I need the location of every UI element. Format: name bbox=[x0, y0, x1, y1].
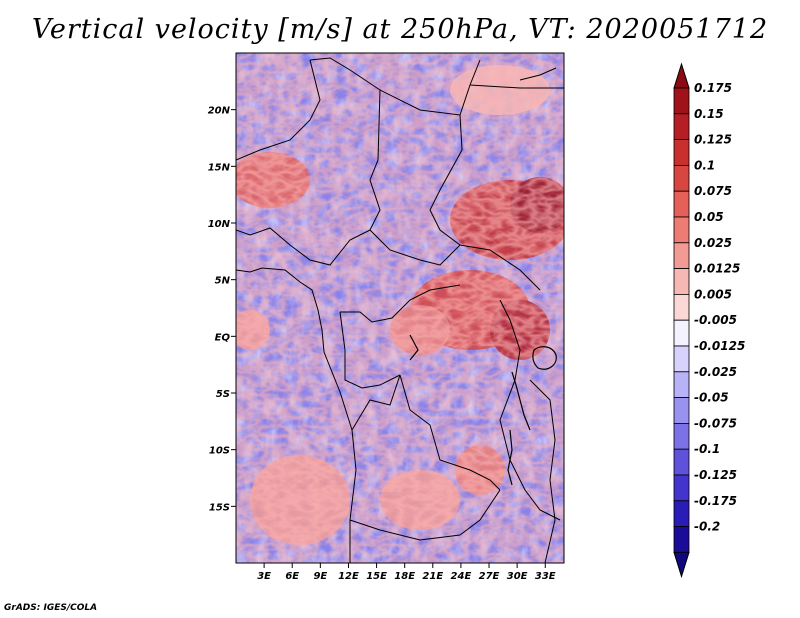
colorbar-label: -0.075 bbox=[694, 416, 737, 430]
colorbar-swatch bbox=[673, 190, 690, 218]
colorbar-label: 0.005 bbox=[694, 287, 732, 301]
colorbar-swatch bbox=[673, 139, 690, 166]
latitude-axis: 20N 15N 10N 5N EQ 5S 10S 15S bbox=[208, 106, 236, 513]
lat-tick-label: 15N bbox=[208, 162, 231, 173]
colorbar-swatch bbox=[673, 319, 690, 347]
colorbar-swatch bbox=[673, 113, 690, 141]
longitude-axis: 3E 6E 9E 12E 15E 18E 21E 24E 27E 30E 33E bbox=[257, 563, 556, 582]
colorbar-label: 0.05 bbox=[694, 210, 724, 224]
colorbar-label: 0.15 bbox=[694, 107, 724, 121]
map-frame bbox=[235, 52, 565, 564]
map-title: Vertical velocity [m/s] at 250hPa, VT: 2… bbox=[31, 14, 769, 45]
lat-tick-label: EQ bbox=[215, 332, 231, 343]
colorbar-swatch bbox=[673, 371, 690, 398]
field-streaks bbox=[236, 53, 564, 563]
country-borders bbox=[236, 57, 564, 563]
colorbar-label: 0.175 bbox=[694, 81, 732, 95]
colorbar-swatch bbox=[673, 87, 690, 115]
colorbar-bottom-cap bbox=[673, 551, 690, 579]
lon-tick-label: 30E bbox=[507, 571, 528, 582]
colorbar-swatch bbox=[673, 268, 690, 295]
lon-tick-label: 15E bbox=[366, 571, 387, 582]
lon-tick-label: 18E bbox=[394, 571, 415, 582]
colorbar-label: -0.005 bbox=[694, 313, 737, 327]
colorbar-swatch bbox=[673, 397, 690, 424]
colorbar-swatch bbox=[673, 474, 690, 502]
colorbar-swatch bbox=[673, 164, 690, 192]
lakes bbox=[409, 334, 557, 486]
lon-tick-label: 21E bbox=[422, 571, 443, 582]
lon-tick-label: 6E bbox=[285, 571, 299, 582]
lat-tick-label: 5S bbox=[216, 389, 230, 400]
colorbar-top-cap bbox=[673, 62, 690, 89]
colorbar-label: -0.125 bbox=[694, 468, 737, 482]
colorbar-label: 0.0125 bbox=[694, 262, 740, 276]
colorbar-swatch bbox=[673, 345, 690, 373]
lat-tick-label: 5N bbox=[215, 276, 231, 287]
map-area bbox=[236, 53, 564, 563]
lon-tick-label: 9E bbox=[313, 571, 327, 582]
colorbar-label: -0.0125 bbox=[694, 339, 745, 353]
colorbar-swatch bbox=[673, 500, 690, 527]
colorbar-label: 0.075 bbox=[694, 184, 732, 198]
colorbar-label: -0.1 bbox=[694, 442, 720, 456]
grads-credit: GrADS: IGES/COLA bbox=[4, 603, 98, 613]
colorbar-swatch bbox=[673, 216, 690, 244]
colorbar-label: 0.1 bbox=[694, 158, 715, 172]
colorbar-label: 0.125 bbox=[694, 133, 732, 147]
lat-tick-label: 10S bbox=[209, 446, 230, 457]
colorbar-label: -0.025 bbox=[694, 365, 737, 379]
lat-tick-label: 20N bbox=[208, 106, 231, 117]
colorbar-swatch bbox=[673, 448, 690, 476]
colorbar-label: -0.175 bbox=[694, 494, 737, 508]
colorbar: 0.175 0.15 0.125 0.1 0.075 0.05 0.025 0.0125 0.0… bbox=[673, 62, 745, 579]
lat-tick-label: 10N bbox=[208, 219, 231, 230]
colorbar-swatch bbox=[673, 293, 690, 321]
colorbar-swatch bbox=[673, 526, 690, 553]
lon-tick-label: 24E bbox=[451, 571, 472, 582]
lon-tick-label: 33E bbox=[535, 571, 556, 582]
colorbar-swatch bbox=[673, 242, 690, 270]
colorbar-label: -0.2 bbox=[694, 520, 720, 534]
colorbar-label: -0.05 bbox=[694, 391, 729, 405]
lon-tick-label: 3E bbox=[257, 571, 271, 582]
lat-tick-label: 15S bbox=[209, 502, 230, 513]
lon-tick-label: 27E bbox=[479, 571, 500, 582]
colorbar-swatch bbox=[673, 422, 690, 450]
lon-tick-label: 12E bbox=[338, 571, 359, 582]
colorbar-label: 0.025 bbox=[694, 236, 732, 250]
